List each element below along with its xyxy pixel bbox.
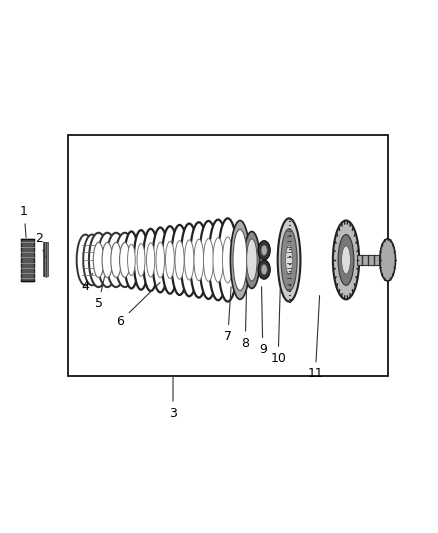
Ellipse shape [258, 241, 270, 260]
Ellipse shape [175, 241, 184, 279]
Text: 4: 4 [81, 273, 93, 293]
Bar [21, 239, 34, 281]
Ellipse shape [106, 233, 126, 287]
Ellipse shape [233, 229, 247, 290]
Ellipse shape [261, 245, 267, 255]
Ellipse shape [281, 229, 297, 291]
Ellipse shape [380, 239, 396, 281]
Ellipse shape [124, 231, 138, 288]
Ellipse shape [111, 243, 121, 278]
Text: 7: 7 [224, 287, 232, 343]
Text: 10: 10 [270, 289, 286, 365]
Ellipse shape [98, 233, 117, 287]
Ellipse shape [333, 221, 359, 300]
Ellipse shape [137, 244, 145, 276]
Ellipse shape [93, 243, 104, 278]
Ellipse shape [204, 238, 213, 281]
Ellipse shape [83, 235, 101, 285]
Ellipse shape [213, 238, 223, 282]
Bar [357, 255, 385, 265]
Ellipse shape [134, 230, 148, 290]
Ellipse shape [162, 226, 178, 294]
Text: 5: 5 [95, 277, 105, 310]
Ellipse shape [223, 237, 233, 283]
Ellipse shape [127, 244, 135, 276]
Text: 2: 2 [35, 231, 45, 257]
Ellipse shape [184, 240, 194, 280]
Ellipse shape [120, 243, 130, 278]
Ellipse shape [194, 239, 204, 281]
Ellipse shape [258, 260, 270, 279]
Ellipse shape [102, 243, 113, 278]
Ellipse shape [89, 233, 108, 287]
Ellipse shape [338, 235, 354, 285]
Ellipse shape [261, 264, 267, 275]
Ellipse shape [166, 241, 174, 278]
Ellipse shape [77, 235, 94, 285]
Ellipse shape [247, 239, 257, 281]
Text: 3: 3 [169, 377, 177, 419]
Text: 6: 6 [117, 282, 160, 328]
Ellipse shape [171, 225, 188, 295]
Ellipse shape [230, 221, 250, 300]
Ellipse shape [244, 231, 260, 288]
Ellipse shape [180, 223, 198, 296]
Ellipse shape [115, 233, 134, 287]
Bar [68, 135, 388, 376]
Ellipse shape [190, 222, 208, 297]
Ellipse shape [342, 246, 350, 274]
Text: 1: 1 [20, 205, 28, 237]
Ellipse shape [143, 229, 158, 291]
Text: 8: 8 [241, 289, 249, 350]
Text: 11: 11 [307, 296, 323, 381]
Ellipse shape [156, 242, 165, 278]
Ellipse shape [199, 221, 218, 299]
Text: 9: 9 [259, 287, 267, 356]
Ellipse shape [147, 243, 155, 277]
Ellipse shape [278, 219, 300, 302]
Ellipse shape [209, 220, 227, 300]
Ellipse shape [218, 219, 237, 302]
Ellipse shape [286, 245, 293, 274]
Ellipse shape [152, 228, 168, 292]
